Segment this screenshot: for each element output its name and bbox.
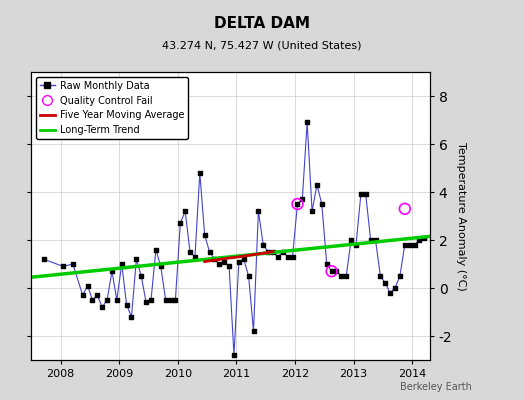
- Point: [235, 258, 243, 265]
- Point: [323, 261, 331, 267]
- Point: [249, 328, 258, 334]
- Point: [83, 282, 92, 289]
- Point: [386, 290, 395, 296]
- Point: [259, 242, 267, 248]
- Point: [137, 273, 146, 279]
- Legend: Raw Monthly Data, Quality Control Fail, Five Year Moving Average, Long-Term Tren: Raw Monthly Data, Quality Control Fail, …: [36, 77, 188, 139]
- Point: [191, 254, 199, 260]
- Point: [401, 242, 409, 248]
- Point: [328, 268, 336, 274]
- Y-axis label: Temperature Anomaly (°C): Temperature Anomaly (°C): [456, 142, 466, 290]
- Point: [313, 182, 321, 188]
- Point: [230, 352, 238, 358]
- Point: [269, 249, 277, 255]
- Point: [420, 234, 429, 241]
- Point: [288, 254, 297, 260]
- Point: [366, 237, 375, 243]
- Point: [127, 314, 136, 320]
- Point: [181, 208, 189, 214]
- Point: [39, 256, 48, 262]
- Text: DELTA DAM: DELTA DAM: [214, 16, 310, 31]
- Point: [381, 280, 389, 286]
- Point: [176, 220, 184, 226]
- Point: [415, 237, 423, 243]
- Point: [220, 258, 228, 265]
- Point: [254, 208, 263, 214]
- Text: Berkeley Earth: Berkeley Earth: [400, 382, 472, 392]
- Point: [123, 302, 131, 308]
- Point: [298, 196, 307, 202]
- Point: [337, 273, 345, 279]
- Point: [279, 249, 287, 255]
- Point: [59, 263, 68, 270]
- Point: [318, 201, 326, 207]
- Point: [151, 246, 160, 253]
- Point: [215, 261, 224, 267]
- Point: [303, 119, 311, 126]
- Point: [113, 297, 121, 303]
- Point: [406, 242, 414, 248]
- Point: [293, 201, 302, 207]
- Point: [244, 273, 253, 279]
- Point: [103, 297, 111, 303]
- Point: [283, 254, 292, 260]
- Text: 43.274 N, 75.427 W (United States): 43.274 N, 75.427 W (United States): [162, 40, 362, 50]
- Point: [195, 170, 204, 176]
- Point: [401, 206, 409, 212]
- Point: [201, 232, 209, 238]
- Point: [142, 299, 150, 306]
- Point: [410, 242, 419, 248]
- Point: [157, 263, 165, 270]
- Point: [264, 249, 272, 255]
- Point: [347, 237, 355, 243]
- Point: [93, 292, 102, 298]
- Point: [186, 249, 194, 255]
- Point: [239, 256, 248, 262]
- Point: [205, 249, 214, 255]
- Point: [161, 297, 170, 303]
- Point: [88, 297, 96, 303]
- Point: [357, 191, 365, 198]
- Point: [308, 208, 316, 214]
- Point: [362, 191, 370, 198]
- Point: [132, 256, 140, 262]
- Point: [210, 256, 219, 262]
- Point: [332, 268, 341, 274]
- Point: [225, 263, 233, 270]
- Point: [166, 297, 174, 303]
- Point: [376, 273, 385, 279]
- Point: [293, 201, 302, 207]
- Point: [372, 237, 380, 243]
- Point: [391, 285, 399, 291]
- Point: [98, 304, 106, 310]
- Point: [147, 297, 155, 303]
- Point: [328, 268, 336, 274]
- Point: [342, 273, 351, 279]
- Point: [117, 261, 126, 267]
- Point: [352, 242, 360, 248]
- Point: [171, 297, 180, 303]
- Point: [396, 273, 404, 279]
- Point: [79, 292, 87, 298]
- Point: [274, 254, 282, 260]
- Point: [108, 268, 116, 274]
- Point: [69, 261, 77, 267]
